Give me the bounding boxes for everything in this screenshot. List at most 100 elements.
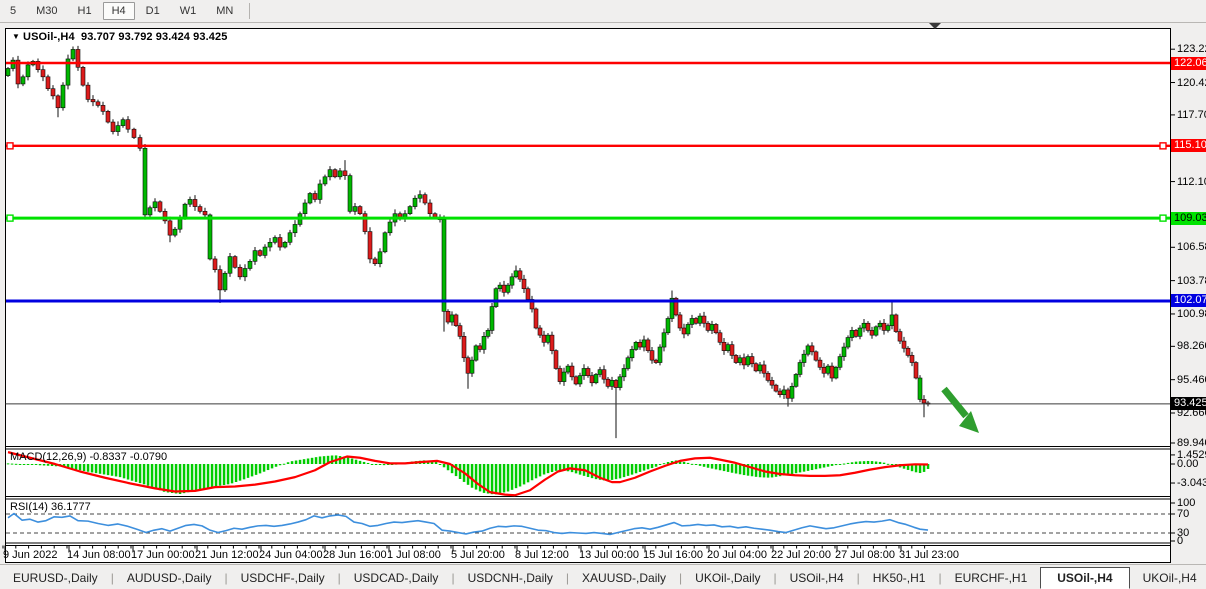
candle-body bbox=[713, 324, 719, 334]
candle-body bbox=[793, 374, 799, 387]
candle-body bbox=[617, 376, 623, 388]
candle-body bbox=[545, 334, 551, 343]
candle-body bbox=[60, 84, 66, 109]
trend-arrow-shaft[interactable] bbox=[941, 386, 969, 419]
candle-body bbox=[613, 380, 619, 388]
candle-body bbox=[885, 325, 891, 331]
candle-body bbox=[187, 199, 193, 205]
candle-body bbox=[489, 306, 495, 331]
macd-histogram-bar bbox=[246, 464, 250, 478]
macd-histogram-bar bbox=[94, 464, 98, 474]
tab-hk50-h1[interactable]: HK50-,H1 bbox=[872, 570, 926, 585]
tab-ukoil-h4[interactable]: UKOil-,H4 bbox=[1142, 570, 1197, 585]
macd-histogram-bar bbox=[618, 464, 622, 479]
macd-histogram-bar bbox=[158, 464, 162, 491]
macd-histogram-bar bbox=[86, 464, 90, 472]
candle-body bbox=[741, 357, 747, 366]
candle-body bbox=[382, 232, 388, 253]
candle-body bbox=[142, 147, 148, 216]
trend-arrow-head-icon[interactable] bbox=[959, 411, 979, 433]
timeframe-button-h1[interactable]: H1 bbox=[77, 5, 92, 17]
macd-histogram-bar bbox=[198, 464, 202, 490]
macd-histogram-bar bbox=[606, 464, 610, 481]
macd-histogram-bar bbox=[226, 464, 230, 485]
timeframe-button-d1[interactable]: D1 bbox=[145, 5, 160, 17]
candle-body bbox=[70, 49, 76, 60]
macd-histogram-bar bbox=[790, 464, 794, 474]
candle-body bbox=[247, 261, 253, 269]
macd-histogram-bar bbox=[686, 462, 690, 464]
macd-histogram-bar bbox=[554, 464, 558, 471]
macd-histogram-bar bbox=[498, 464, 502, 494]
macd-histogram-bar bbox=[834, 464, 838, 466]
macd-histogram-bar bbox=[510, 464, 514, 490]
hline-handle[interactable] bbox=[1159, 142, 1167, 150]
candle-body bbox=[821, 366, 827, 374]
tab-separator: | bbox=[856, 570, 860, 585]
macd-histogram-bar bbox=[530, 464, 534, 481]
macd-histogram-bar bbox=[918, 464, 922, 474]
tab-usdcnh-daily[interactable]: USDCNH-,Daily bbox=[467, 570, 553, 585]
candle-body bbox=[881, 322, 887, 331]
timeframe-button-m30[interactable]: M30 bbox=[36, 5, 58, 17]
macd-histogram-bar bbox=[182, 464, 186, 494]
tab-eurusd-daily[interactable]: EURUSD-,Daily bbox=[13, 570, 98, 585]
candle-body bbox=[115, 125, 121, 132]
candle-body bbox=[901, 340, 907, 349]
candle-body bbox=[90, 99, 96, 103]
hline-handle[interactable] bbox=[6, 142, 14, 150]
candle-body bbox=[497, 284, 503, 290]
macd-histogram-bar bbox=[82, 464, 86, 471]
chart-shift-icon[interactable] bbox=[929, 23, 941, 29]
tab-ukoil-daily[interactable]: UKOil-,Daily bbox=[695, 570, 761, 585]
candle-body bbox=[157, 201, 163, 212]
macd-histogram-bar bbox=[122, 464, 126, 479]
macd-histogram-bar bbox=[778, 464, 782, 477]
candle-body bbox=[352, 206, 358, 212]
timeframe-button-5[interactable]: 5 bbox=[10, 5, 17, 17]
macd-histogram-bar bbox=[210, 464, 214, 488]
macd-histogram-bar bbox=[218, 464, 222, 486]
hline-handle[interactable] bbox=[6, 214, 14, 222]
tab-separator: | bbox=[224, 570, 228, 585]
timeframe-button-h4[interactable]: H4 bbox=[102, 2, 135, 20]
tab-usdcad-daily[interactable]: USDCAD-,Daily bbox=[353, 570, 439, 585]
candle-body bbox=[453, 314, 459, 326]
macd-histogram-bar bbox=[366, 462, 370, 464]
macd-histogram-bar bbox=[10, 463, 14, 465]
timeframe-button-w1[interactable]: W1 bbox=[179, 5, 197, 17]
macd-histogram-bar bbox=[810, 464, 814, 471]
candle-body bbox=[805, 345, 811, 355]
candle-body bbox=[657, 346, 663, 363]
candle-body bbox=[853, 330, 859, 337]
macd-histogram-bar bbox=[290, 461, 294, 464]
candle-body bbox=[332, 169, 338, 178]
macd-histogram-bar bbox=[438, 464, 442, 465]
candle-body bbox=[45, 76, 51, 90]
candle-body bbox=[577, 375, 583, 385]
tab-xauusd-daily[interactable]: XAUUSD-,Daily bbox=[582, 570, 667, 585]
macd-histogram-bar bbox=[74, 464, 78, 470]
macd-histogram-bar bbox=[714, 464, 718, 470]
macd-histogram-bar bbox=[310, 457, 314, 464]
hline-handle[interactable] bbox=[1159, 214, 1167, 222]
candle-body bbox=[833, 366, 839, 379]
tab-usoil-h4[interactable]: USOil-,H4 bbox=[789, 570, 844, 585]
candle-body bbox=[282, 241, 288, 248]
candle-body bbox=[765, 372, 771, 381]
candle-body bbox=[665, 318, 671, 334]
candle-body bbox=[202, 211, 208, 216]
candle-body bbox=[537, 327, 543, 336]
tab-usoil-h4[interactable]: USOil-,H4 bbox=[1040, 566, 1130, 589]
candle-body bbox=[809, 345, 815, 353]
tab-separator: | bbox=[337, 570, 341, 585]
candle-body bbox=[593, 374, 599, 384]
macd-histogram-bar bbox=[474, 464, 478, 490]
tab-eurchf-h1[interactable]: EURCHF-,H1 bbox=[954, 570, 1028, 585]
tab-usdchf-daily[interactable]: USDCHF-,Daily bbox=[240, 570, 325, 585]
candle-body bbox=[553, 350, 559, 369]
candle-body bbox=[237, 266, 243, 278]
tab-audusd-daily[interactable]: AUDUSD-,Daily bbox=[126, 570, 212, 585]
timeframe-button-mn[interactable]: MN bbox=[216, 5, 234, 17]
